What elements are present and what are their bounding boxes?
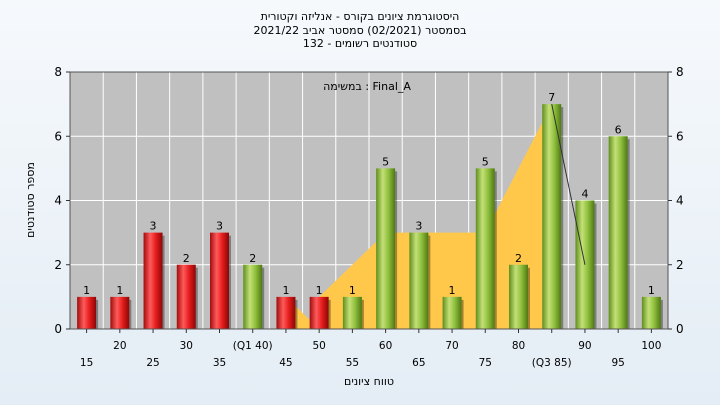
bar bbox=[409, 232, 429, 329]
bar-shadow bbox=[494, 171, 497, 329]
bar-shadow bbox=[660, 299, 663, 329]
y-tick-label-left: 4 bbox=[54, 194, 62, 208]
x-tick-label: 65 bbox=[412, 357, 425, 369]
bar-value-label: 2 bbox=[183, 252, 190, 265]
x-tick-label: 60 bbox=[379, 340, 392, 352]
bar-value-label: 3 bbox=[415, 220, 422, 233]
bar-value-label: 1 bbox=[648, 284, 655, 297]
y-tick-label-left: 6 bbox=[54, 129, 62, 143]
y-tick-label-right: 6 bbox=[676, 129, 684, 143]
bar bbox=[276, 296, 296, 329]
bar-value-label: 7 bbox=[548, 91, 555, 104]
bar-value-label: 1 bbox=[282, 284, 289, 297]
y-tick-label-right: 4 bbox=[676, 194, 684, 208]
bar-shadow bbox=[561, 107, 564, 329]
bar-shadow bbox=[229, 235, 231, 329]
bar-shadow bbox=[162, 235, 165, 329]
x-tick-label: 100 bbox=[641, 340, 661, 352]
chart-title-line-3: סטודנטים רשומים - 132 bbox=[302, 37, 418, 50]
x-tick-label: 55 bbox=[346, 357, 359, 369]
bar bbox=[176, 264, 196, 329]
bar-shadow bbox=[528, 267, 530, 329]
bar-shadow bbox=[594, 203, 597, 329]
bar bbox=[110, 296, 130, 329]
x-tick-label: (Q3 85) bbox=[532, 357, 572, 369]
x-tick-label: 35 bbox=[213, 357, 226, 369]
bar bbox=[509, 264, 528, 329]
bar-value-label: 3 bbox=[216, 220, 223, 233]
x-tick-label: (Q1 40) bbox=[233, 340, 273, 352]
bar bbox=[475, 168, 495, 329]
bar-shadow bbox=[262, 267, 265, 329]
bar-value-label: 4 bbox=[581, 188, 588, 201]
x-tick-label: 95 bbox=[611, 357, 624, 369]
bar-shadow bbox=[361, 299, 364, 329]
y-tick-label-left: 8 bbox=[54, 65, 62, 79]
bar-value-label: 5 bbox=[382, 155, 389, 168]
bar-shadow bbox=[627, 139, 630, 329]
chart-title-line-2: בסמסטר (02/2021) סמסטר אביב 2021/22 bbox=[253, 23, 467, 37]
bar-shadow bbox=[428, 235, 431, 329]
bar-shadow bbox=[461, 299, 464, 329]
bar-value-label: 1 bbox=[316, 284, 323, 297]
y-tick-label-right: 0 bbox=[676, 322, 684, 336]
bar-shadow bbox=[295, 299, 298, 329]
bar-value-label: 2 bbox=[515, 252, 522, 265]
bar bbox=[376, 168, 396, 329]
bar bbox=[243, 264, 263, 329]
bar-value-label: 1 bbox=[449, 284, 456, 297]
bar-shadow bbox=[96, 299, 99, 329]
x-tick-label: 80 bbox=[512, 340, 525, 352]
y-tick-label-right: 2 bbox=[676, 258, 684, 272]
bar bbox=[309, 296, 329, 329]
bar bbox=[442, 296, 462, 329]
x-tick-label: 75 bbox=[479, 357, 492, 369]
x-tick-label: 45 bbox=[279, 357, 292, 369]
bar bbox=[342, 296, 362, 329]
y-axis-title: מספר סטודנטים bbox=[24, 162, 37, 238]
bar-value-label: 1 bbox=[83, 284, 90, 297]
x-tick-label: 70 bbox=[445, 340, 458, 352]
bar-shadow bbox=[395, 171, 398, 329]
y-tick-label-left: 2 bbox=[54, 258, 62, 272]
bar bbox=[210, 232, 229, 329]
chart-title-block: היסטוגרמת ציונים בקורס - אנליזה וקטורית … bbox=[0, 10, 720, 51]
bar bbox=[143, 232, 163, 329]
bar bbox=[641, 296, 661, 329]
y-tick-label-right: 8 bbox=[676, 65, 684, 79]
x-tick-label: 20 bbox=[113, 340, 126, 352]
x-tick-label: 15 bbox=[80, 357, 93, 369]
bar-value-label: 5 bbox=[482, 155, 489, 168]
x-tick-label: 30 bbox=[180, 340, 193, 352]
y-tick-label-left: 0 bbox=[54, 322, 62, 336]
bar-shadow bbox=[328, 299, 331, 329]
bar bbox=[608, 136, 628, 329]
student-score-line bbox=[551, 104, 586, 265]
bar-shadow bbox=[195, 267, 198, 329]
x-tick-label: 90 bbox=[578, 340, 591, 352]
assignment-annotation: במשימה : Final_A bbox=[323, 80, 411, 93]
bar-value-label: 1 bbox=[349, 284, 356, 297]
chart-title-line-1: היסטוגרמת ציונים בקורס - אנליזה וקטורית bbox=[260, 10, 460, 23]
x-tick-label: 50 bbox=[312, 340, 325, 352]
bar bbox=[542, 104, 562, 329]
x-tick-label: 25 bbox=[146, 357, 159, 369]
bar-value-label: 6 bbox=[615, 123, 622, 136]
x-axis-title: טווח ציונים bbox=[344, 375, 394, 388]
bar bbox=[77, 296, 97, 329]
bar-value-label: 2 bbox=[249, 252, 256, 265]
bar-shadow bbox=[129, 299, 132, 329]
bar-value-label: 3 bbox=[150, 220, 157, 233]
bar-value-label: 1 bbox=[116, 284, 123, 297]
